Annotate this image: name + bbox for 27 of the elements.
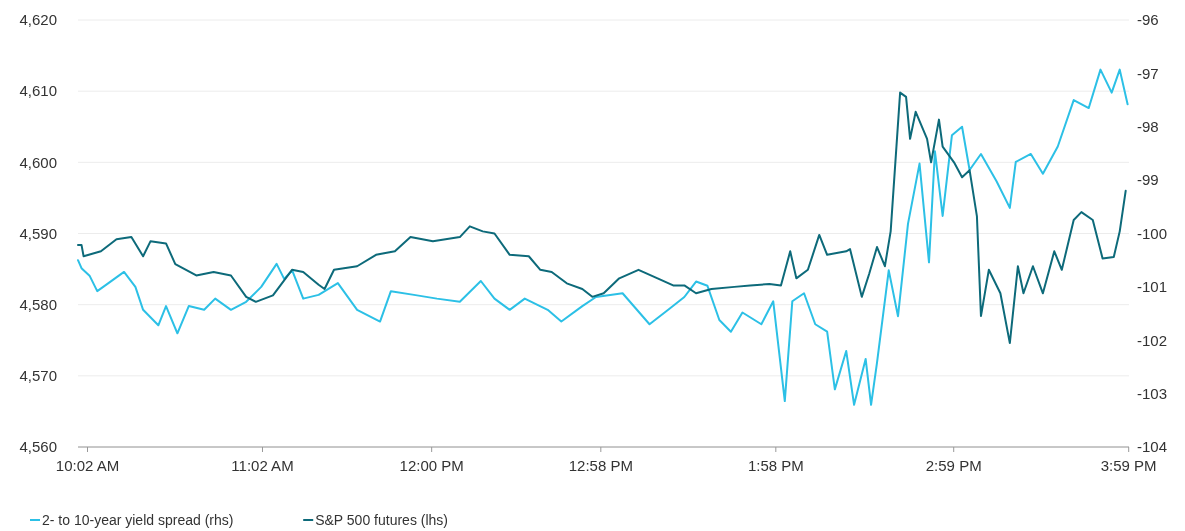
y-tick-label: 4,560 [19,438,57,456]
x-tick-label: 2:59 PM [925,457,982,474]
y-tick-label: 4,590 [19,224,57,242]
y2-tick-label: -104 [1137,438,1168,456]
y2-tick-label: -98 [1137,118,1159,135]
x-tick-label: 12:00 PM [399,457,464,474]
y-tick-label: 4,610 [19,82,57,100]
y2-tick-label: -101 [1137,278,1168,296]
y-tick-label: 4,620 [19,11,57,29]
line-series [77,68,1129,406]
y-tick-label: 4,580 [19,295,57,313]
y2-tick-label: -97 [1137,64,1159,82]
y2-tick-label: -102 [1137,331,1168,349]
line-series [77,91,1127,345]
y2-tick-label: -103 [1137,384,1168,402]
x-tick-label: 10:02 AM [55,457,120,474]
x-tick-label: 3:59 PM [1100,457,1157,474]
y-tick-label: 4,600 [19,153,57,171]
y2-tick-label: -99 [1137,171,1159,189]
legend-label: S&P 500 futures (lhs) [315,511,449,528]
y2-tick-label: -100 [1137,224,1168,242]
x-tick-label: 12:58 PM [568,457,633,474]
legend-label: 2- to 10-year yield spread (rhs) [42,511,234,528]
y2-tick-label: -96 [1137,11,1159,29]
x-tick-label: 11:02 AM [231,457,294,474]
y-tick-label: 4,570 [19,367,57,385]
x-tick-label: 1:58 PM [747,457,804,474]
